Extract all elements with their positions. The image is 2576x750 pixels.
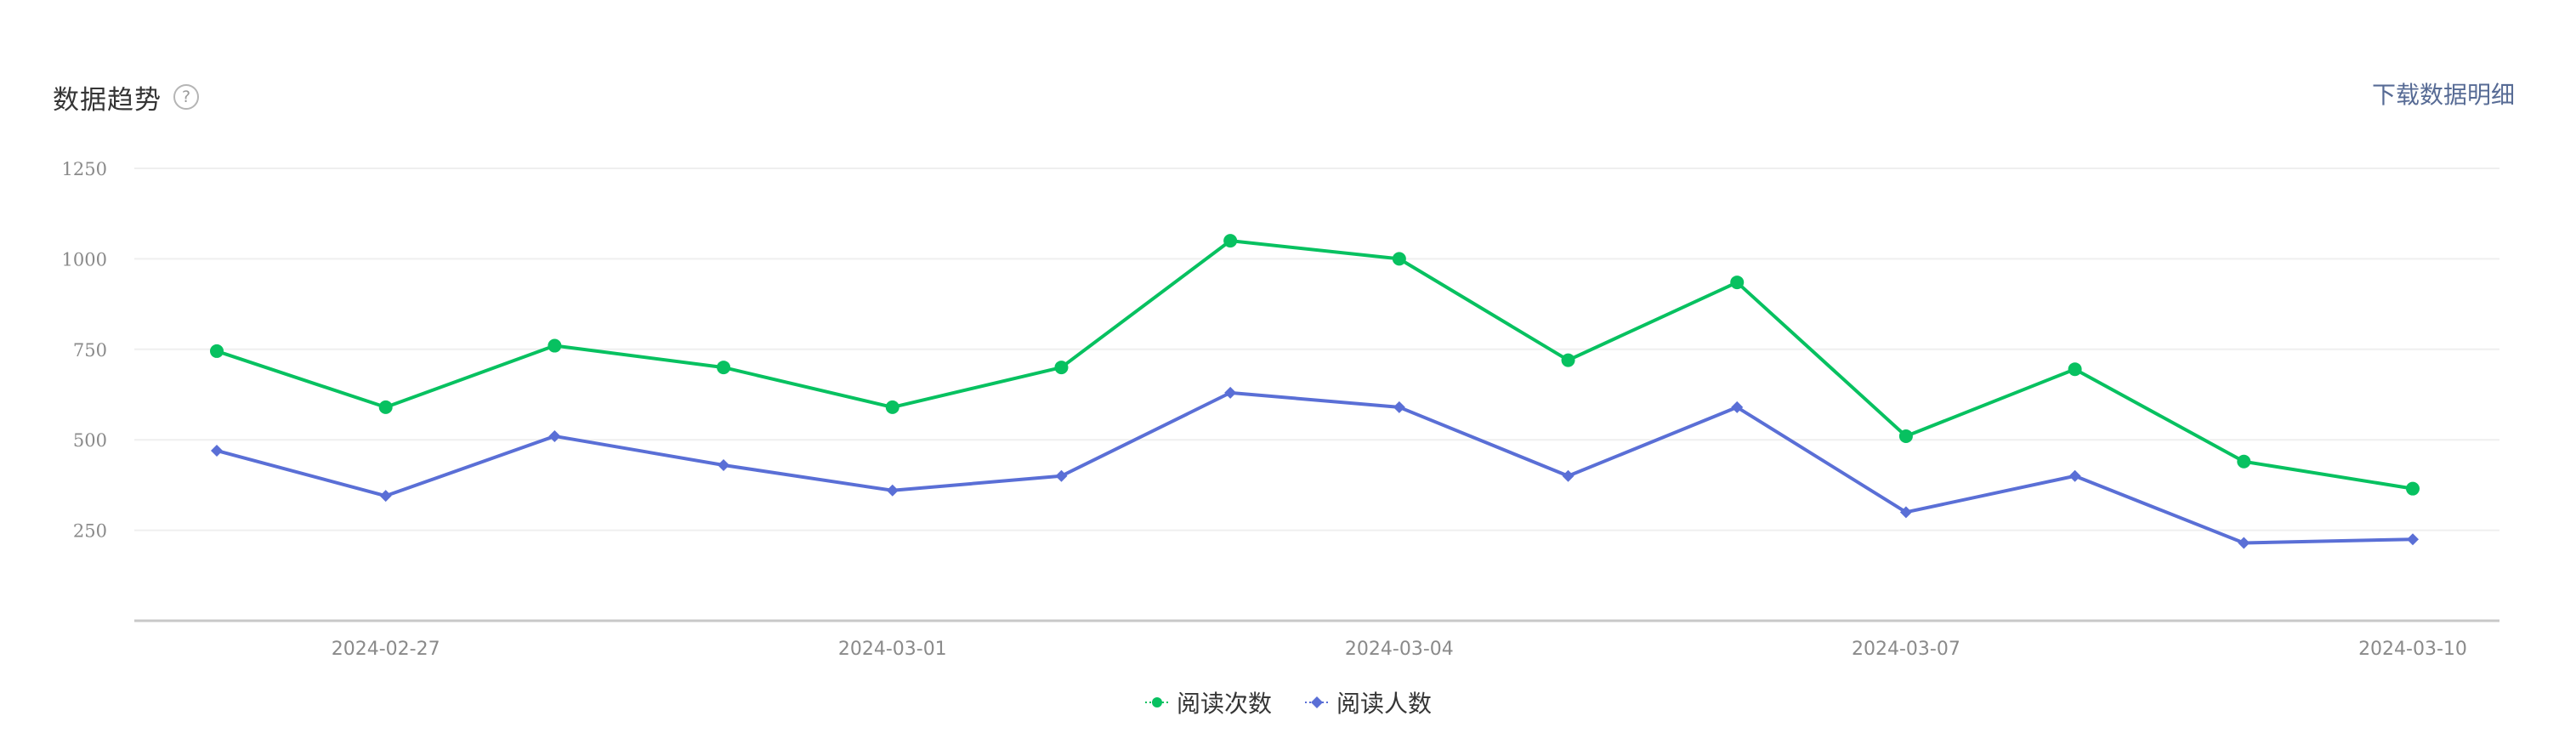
y-tick-label: 750 [73,340,107,361]
x-tick-label: 2024-02-27 [332,639,440,660]
data-point [548,338,562,353]
series-1 [210,234,2420,496]
series-line [216,239,2414,491]
data-point [1731,401,1744,413]
data-point [718,458,730,471]
data-point [1224,386,1237,399]
legend-label: 阅读次数 [1176,690,1272,718]
legend-label: 阅读人数 [1336,690,1433,718]
circle-marker-icon [1144,697,1169,707]
data-point [2406,481,2420,496]
x-tick-label: 2024-03-07 [1852,639,1960,660]
data-point [2238,537,2250,549]
series-layer [210,234,2420,549]
data-point [1223,234,1238,248]
data-point [1055,469,1068,482]
data-point [1899,506,1912,519]
series-2 [211,386,2419,549]
data-point [1393,401,1405,413]
legend-item-series-2[interactable]: 阅读人数 [1304,685,1432,719]
data-point [548,429,561,442]
data-point [2237,454,2251,469]
x-tick-label: 2024-03-01 [838,639,947,660]
data-point [379,490,392,503]
legend-item-series-1[interactable]: 阅读次数 [1144,685,1272,719]
data-point [1562,469,1575,482]
chart-legend: 阅读次数 阅读人数 [0,685,2576,719]
data-point [2407,533,2419,546]
data-point [2068,362,2082,377]
x-tick-label: 2024-03-10 [2358,639,2467,660]
data-point [1730,276,1745,290]
data-point [211,444,223,457]
page-title: 数据趋势 [53,84,162,116]
diamond-marker-icon [1305,696,1329,708]
data-point [1898,429,1913,443]
data-point [886,484,899,497]
download-details-link[interactable]: 下载数据明细 [2371,81,2515,109]
grid-lines [134,168,2499,531]
series-line [216,390,2414,545]
y-tick-label: 250 [73,521,107,542]
data-point [1054,361,1069,375]
help-icon[interactable]: ? [173,84,199,110]
y-tick-label: 1250 [62,159,107,179]
y-tick-label: 1000 [62,249,107,270]
data-point [378,400,393,414]
data-point [2068,469,2081,482]
x-axis-ticks: 2024-02-27 2024-03-01 2024-03-04 2024-03-07… [332,639,2467,660]
y-axis-ticks: 250 500 750 1000 1250 [62,159,107,542]
data-point [1392,252,1406,266]
chart-header: 数据趋势 ? [53,75,199,119]
data-point [210,344,224,358]
y-tick-label: 500 [73,430,107,451]
data-point [885,400,899,414]
data-point [1561,353,1575,367]
data-point [717,361,731,375]
x-tick-label: 2024-03-04 [1345,639,1454,660]
